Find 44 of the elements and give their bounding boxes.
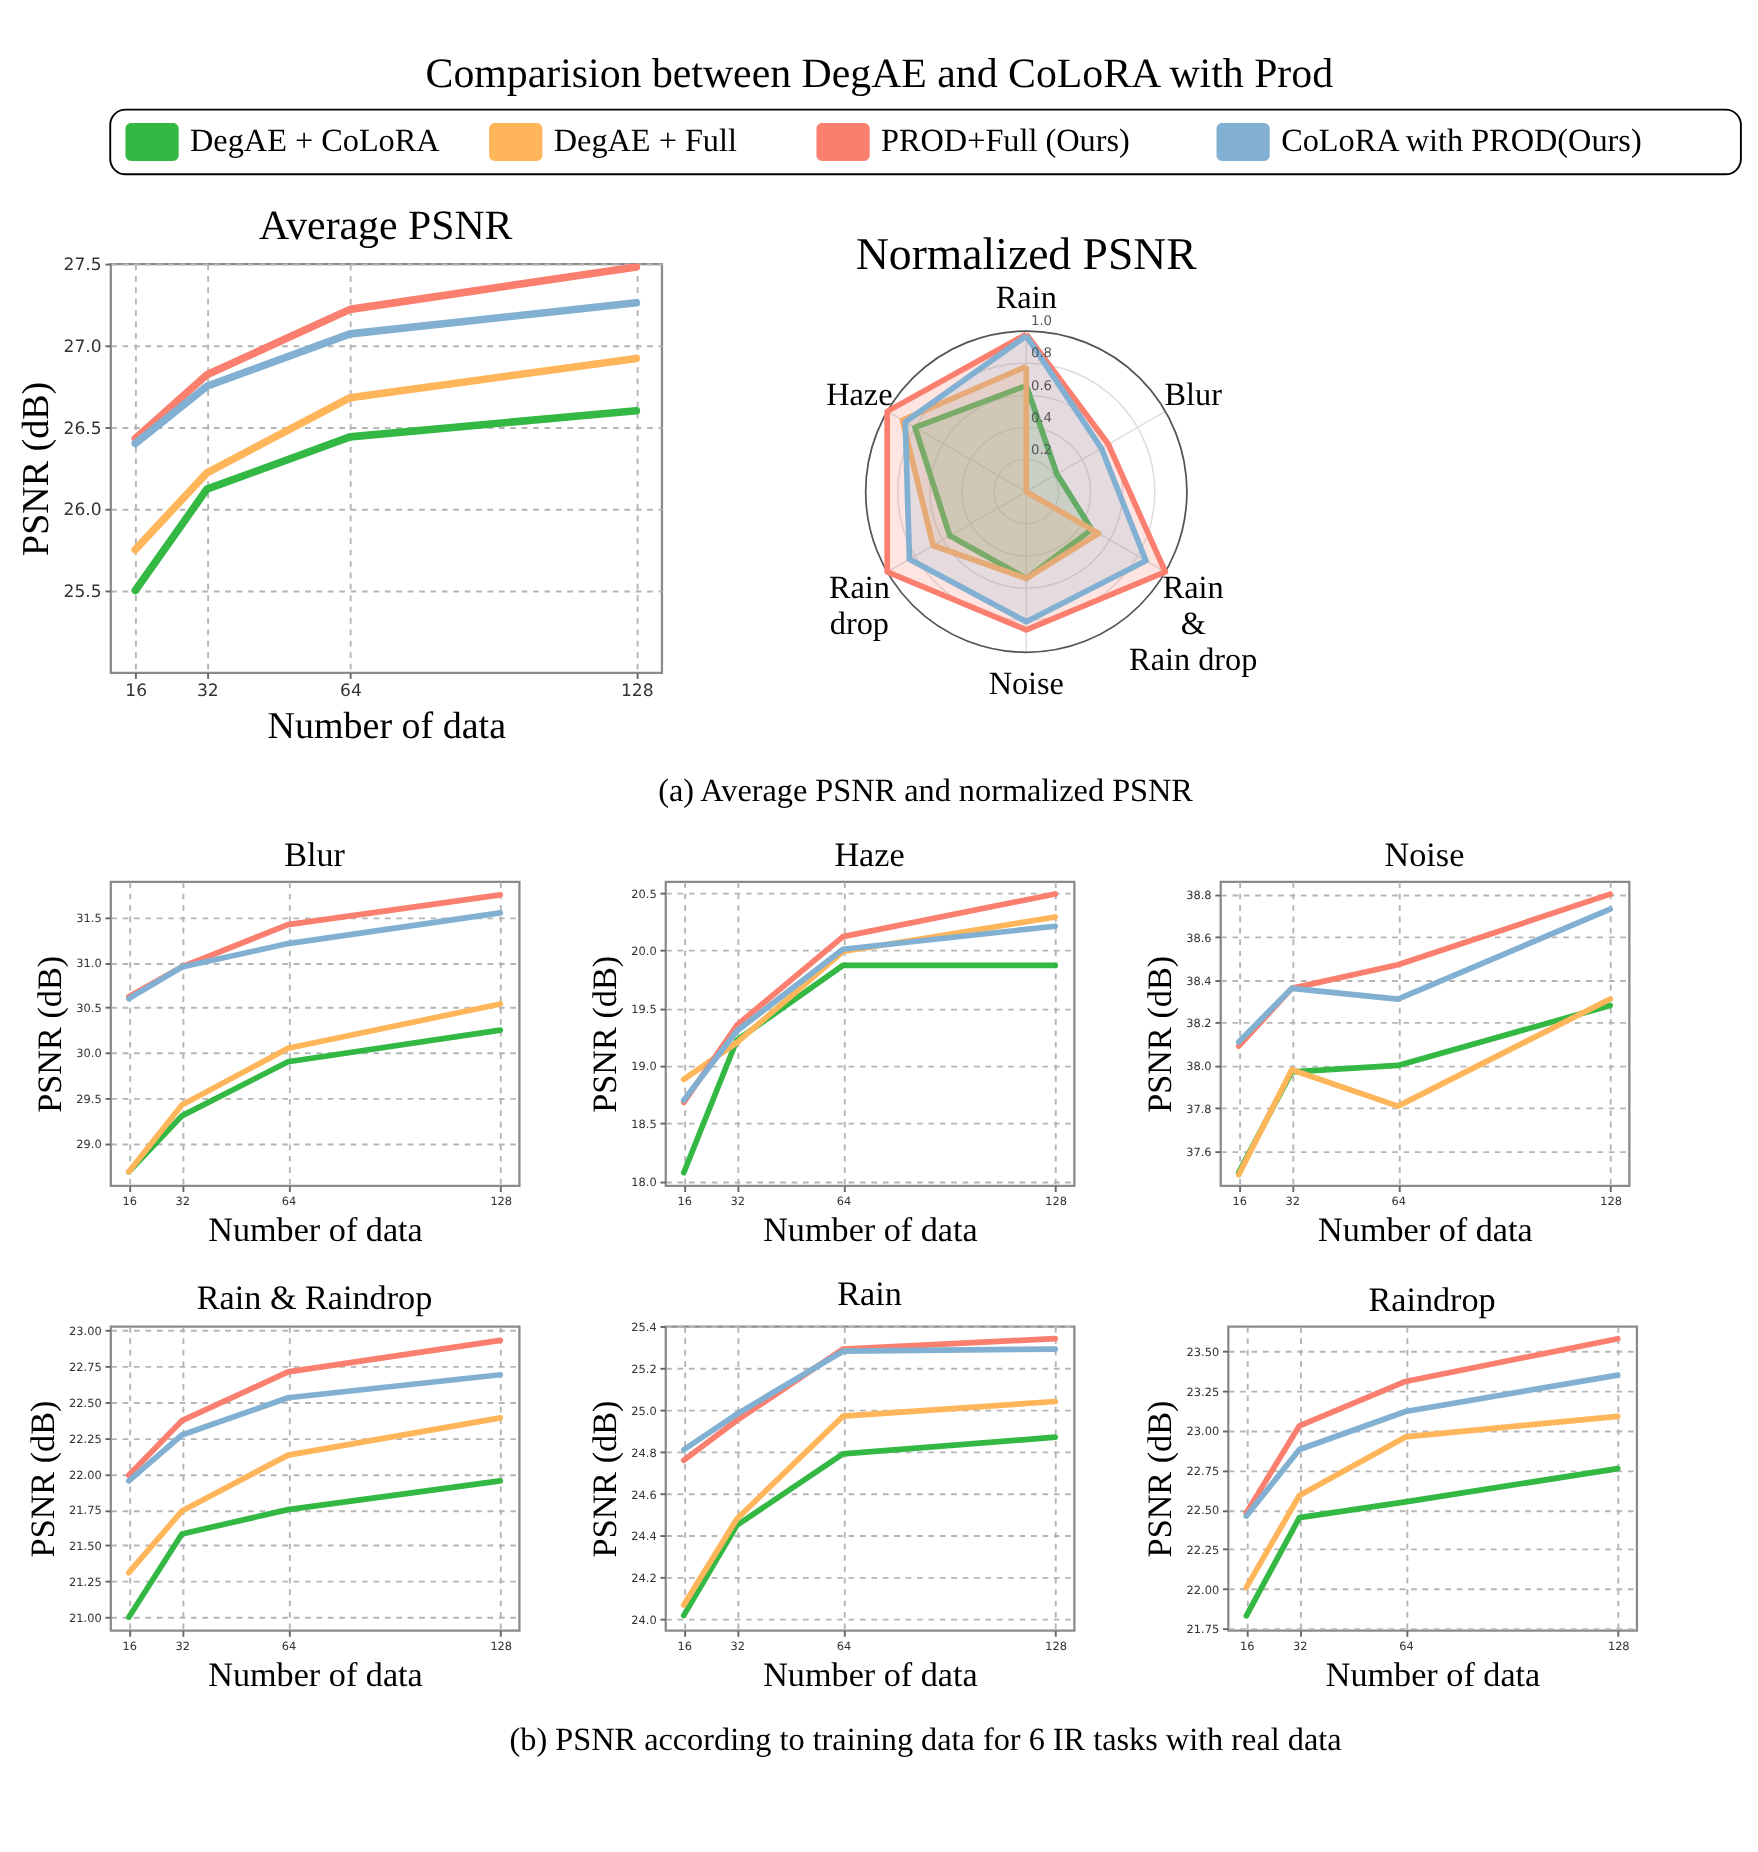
spoke-label: Rain & Rain drop xyxy=(1129,571,1258,678)
text: Comparision between DegAE and CoLoRA with Prod xyxy=(425,48,1335,97)
x-axis-title: Number of data xyxy=(1325,1656,1542,1695)
spoke-label: Haze xyxy=(826,378,893,413)
y-axis-title: PSNR (dB) xyxy=(16,381,59,556)
y-tick-label: 25.5 xyxy=(63,583,102,604)
y-axis-title: PSNR (dB) xyxy=(586,955,625,1113)
x-axis-title: Number of data xyxy=(208,1211,424,1250)
chart-title: Rain & Raindrop xyxy=(196,1279,433,1318)
chart-title: Average PSNR xyxy=(259,200,513,249)
spoke-label: Blur xyxy=(1164,378,1224,413)
x-tick-label: 32 xyxy=(196,681,219,702)
spoke-label: Rain drop xyxy=(828,571,890,642)
legend-label: DegAE + CoLoRA xyxy=(190,125,441,160)
spoke-label: Rain xyxy=(995,282,1057,317)
x-axis-title: Number of data xyxy=(763,1656,979,1695)
y-tick-label: 27.0 xyxy=(63,337,102,358)
y-axis-title: PSNR (dB) xyxy=(23,1400,62,1558)
x-axis-title: Number of data xyxy=(1318,1211,1534,1250)
chart-title: Haze xyxy=(834,836,905,875)
x-tick-label: 128 xyxy=(620,681,654,702)
text: (b) PSNR according to training data for 6 IR tasks with real data xyxy=(509,1723,1342,1758)
y-tick-label: 26.0 xyxy=(63,501,102,522)
y-tick-label: 26.5 xyxy=(63,419,102,440)
chart-title: Normalized PSNR xyxy=(855,229,1199,280)
x-axis-title: Number of data xyxy=(208,1656,424,1695)
chart-title: Rain xyxy=(837,1275,903,1314)
x-tick-label: 64 xyxy=(340,681,362,702)
y-axis-title: PSNR (dB) xyxy=(1141,1400,1180,1558)
chart-title: Noise xyxy=(1384,836,1465,875)
spoke-label: Noise xyxy=(988,667,1064,702)
y-axis-title: PSNR (dB) xyxy=(31,955,70,1113)
chart-title: Raindrop xyxy=(1368,1280,1496,1319)
x-tick-label: 16 xyxy=(125,681,148,702)
legend-label: PROD+Full (Ours) xyxy=(881,125,1130,160)
text: (a) Average PSNR and normalized PSNR xyxy=(658,775,1194,810)
y-axis-title: PSNR (dB) xyxy=(1141,955,1179,1113)
legend-label: CoLoRA with PROD(Ours) xyxy=(1281,125,1642,160)
legend-label: DegAE + Full xyxy=(553,125,738,160)
y-axis-title: PSNR (dB) xyxy=(586,1400,625,1558)
chart-title: Blur xyxy=(284,836,346,875)
x-axis-title: Number of data xyxy=(267,705,508,748)
x-axis-title: Number of data xyxy=(763,1211,979,1250)
y-tick-label: 27.5 xyxy=(63,256,102,277)
